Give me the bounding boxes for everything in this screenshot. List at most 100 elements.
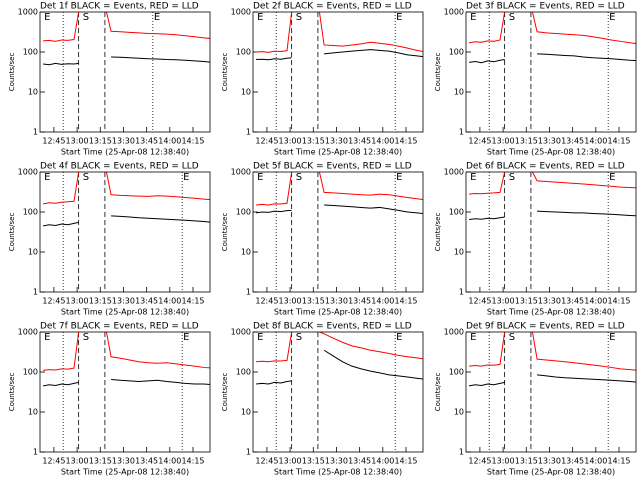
y-tick-label: 1 xyxy=(459,128,464,137)
y-axis-label: Counts/sec xyxy=(434,373,442,412)
data-line xyxy=(469,172,636,195)
y-tick-label: 10 xyxy=(28,408,38,417)
y-axis-label: Counts/sec xyxy=(8,373,16,412)
x-tick-label: 13:00 xyxy=(279,137,302,146)
x-tick-label: 13:00 xyxy=(279,457,302,466)
x-tick-label: 13:45 xyxy=(348,137,371,146)
chart-title: Det 9f BLACK = Events, RED = LLD xyxy=(466,322,625,332)
panel: Det 9f BLACK = Events, RED = LLD Start Ti… xyxy=(434,322,637,477)
x-tick-label: 13:30 xyxy=(112,137,135,146)
x-tick-label: 14:00 xyxy=(158,297,181,306)
x-tick-label: 13:15 xyxy=(89,137,112,146)
x-tick-label: 12:45 xyxy=(468,457,491,466)
x-axis-label: Start Time (25-Apr-08 12:38:40) xyxy=(61,468,189,477)
plot-frame xyxy=(252,11,424,133)
y-axis-label: Counts/sec xyxy=(434,53,442,92)
data-line xyxy=(256,349,423,385)
chart-title: Det 6f BLACK = Events, RED = LLD xyxy=(466,162,625,172)
marker-label: S xyxy=(83,172,89,183)
plot-frame xyxy=(252,171,424,293)
x-axis-label: Start Time (25-Apr-08 12:38:40) xyxy=(274,148,402,157)
y-tick-label: 100 xyxy=(236,48,251,57)
plot-frame xyxy=(465,171,637,293)
x-axis-label: Start Time (25-Apr-08 12:38:40) xyxy=(487,308,615,317)
x-tick-label: 14:15 xyxy=(607,297,630,306)
y-tick-label: 100 xyxy=(23,368,38,377)
x-tick-label: 13:15 xyxy=(89,457,112,466)
y-tick-label: 10 xyxy=(241,88,251,97)
x-tick-label: 14:15 xyxy=(394,137,417,146)
y-tick-label: 1000 xyxy=(444,8,464,17)
y-tick-label: 1 xyxy=(459,448,464,457)
panel: Det 4f BLACK = Events, RED = LLD Start Ti… xyxy=(8,162,211,317)
x-tick-label: 14:00 xyxy=(584,457,607,466)
y-tick-label: 1000 xyxy=(18,8,38,17)
x-axis-label: Start Time (25-Apr-08 12:38:40) xyxy=(487,148,615,157)
marker-label: E xyxy=(257,172,263,183)
y-tick-label: 100 xyxy=(449,208,464,217)
x-tick-label: 14:15 xyxy=(181,457,204,466)
data-line xyxy=(256,12,423,53)
y-tick-label: 10 xyxy=(454,408,464,417)
y-tick-label: 100 xyxy=(449,368,464,377)
x-tick-label: 12:45 xyxy=(468,297,491,306)
x-tick-label: 13:45 xyxy=(348,297,371,306)
x-tick-label: 13:45 xyxy=(561,457,584,466)
data-line xyxy=(469,332,636,371)
y-tick-label: 100 xyxy=(23,48,38,57)
x-tick-label: 13:00 xyxy=(279,297,302,306)
y-tick-label: 10 xyxy=(241,408,251,417)
y-axis-label: Counts/sec xyxy=(434,213,442,252)
x-tick-label: 13:15 xyxy=(302,297,325,306)
x-axis-label: Start Time (25-Apr-08 12:38:40) xyxy=(274,308,402,317)
y-tick-label: 10 xyxy=(28,248,38,257)
y-tick-label: 100 xyxy=(449,48,464,57)
x-tick-label: 14:00 xyxy=(158,137,181,146)
plot-frame xyxy=(465,331,637,453)
chart-title: Det 7f BLACK = Events, RED = LLD xyxy=(40,322,199,332)
y-axis-label: Counts/sec xyxy=(221,213,229,252)
x-tick-label: 13:30 xyxy=(112,457,135,466)
x-tick-label: 13:30 xyxy=(325,457,348,466)
panel: Det 7f BLACK = Events, RED = LLD Start Ti… xyxy=(8,322,211,477)
y-tick-label: 100 xyxy=(236,368,251,377)
data-line xyxy=(256,49,423,61)
x-tick-label: 13:30 xyxy=(325,137,348,146)
y-tick-label: 1000 xyxy=(444,328,464,337)
y-tick-label: 1000 xyxy=(18,168,38,177)
marker-label: S xyxy=(509,332,515,343)
y-tick-label: 1000 xyxy=(444,168,464,177)
x-tick-label: 14:15 xyxy=(394,297,417,306)
y-tick-label: 100 xyxy=(236,208,251,217)
plot-frame xyxy=(39,331,211,453)
marker-label: E xyxy=(257,332,263,343)
x-tick-label: 14:15 xyxy=(607,137,630,146)
y-tick-label: 1 xyxy=(459,288,464,297)
y-tick-label: 10 xyxy=(454,88,464,97)
data-line xyxy=(469,12,636,44)
x-tick-label: 14:15 xyxy=(394,457,417,466)
x-tick-label: 12:45 xyxy=(255,137,278,146)
marker-label: E xyxy=(470,12,476,23)
panel: Det 6f BLACK = Events, RED = LLD Start Ti… xyxy=(434,162,637,317)
marker-label: E xyxy=(396,172,402,183)
y-tick-label: 100 xyxy=(23,208,38,217)
panel: Det 5f BLACK = Events, RED = LLD Start Ti… xyxy=(221,162,424,317)
x-tick-label: 12:45 xyxy=(42,137,65,146)
marker-label: S xyxy=(83,332,89,343)
chart-title: Det 5f BLACK = Events, RED = LLD xyxy=(253,162,412,172)
y-tick-label: 1000 xyxy=(231,8,251,17)
data-line xyxy=(43,215,210,227)
y-tick-label: 10 xyxy=(454,248,464,257)
data-line xyxy=(43,378,210,387)
y-axis-label: Counts/sec xyxy=(221,373,229,412)
plot-frame xyxy=(465,11,637,133)
marker-label: S xyxy=(296,332,302,343)
y-tick-label: 10 xyxy=(28,88,38,97)
x-tick-label: 13:15 xyxy=(302,457,325,466)
data-line xyxy=(469,53,636,64)
marker-label: E xyxy=(44,172,50,183)
y-tick-label: 1 xyxy=(246,128,251,137)
x-tick-label: 13:30 xyxy=(538,137,561,146)
